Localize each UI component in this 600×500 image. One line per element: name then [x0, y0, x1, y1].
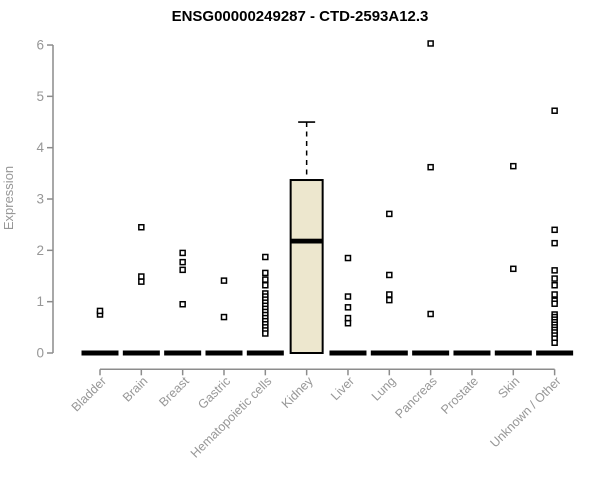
- zero-median-bar: [81, 350, 119, 356]
- x-tick-label: Breast: [156, 374, 192, 410]
- outlier-point: [96, 307, 104, 315]
- zero-median-bar: [164, 350, 202, 356]
- outlier-point: [427, 310, 434, 318]
- outlier-point: [138, 223, 145, 231]
- x-tick-label: Brain: [120, 374, 151, 405]
- outlier-point: [427, 163, 434, 171]
- y-axis-label: Expression: [1, 166, 16, 230]
- zero-median-bar: [329, 350, 367, 356]
- x-tick-label: Liver: [328, 374, 357, 403]
- x-tick-label: Hematopoietic cells: [188, 374, 275, 461]
- median-line: [290, 238, 323, 244]
- outlier-point: [220, 277, 228, 284]
- x-tick-label: Kidney: [279, 374, 316, 411]
- outlier-point: [551, 275, 558, 282]
- y-tick-label: 5: [36, 89, 44, 104]
- y-tick-label: 4: [36, 140, 44, 155]
- y-tick-label: 0: [36, 346, 44, 361]
- outlier-point: [262, 253, 269, 261]
- zero-median-bar: [370, 350, 408, 356]
- outlier-point: [551, 107, 558, 114]
- chart-title: ENSG00000249287 - CTD-2593A12.3: [172, 8, 429, 25]
- outlier-point: [386, 210, 393, 218]
- zero-median-bar: [205, 350, 243, 356]
- x-tick-label: Gastric: [195, 374, 233, 412]
- box: [289, 179, 324, 354]
- outlier-point: [262, 276, 269, 283]
- outlier-point: [551, 239, 558, 247]
- outlier-point: [386, 271, 393, 279]
- y-tick-label: 3: [36, 192, 44, 207]
- outlier-point: [344, 319, 352, 327]
- x-tick-label: Lung: [369, 374, 399, 404]
- outlier-point: [510, 265, 517, 273]
- outlier-point: [262, 281, 269, 289]
- zero-median-bar: [246, 350, 284, 356]
- outlier-point: [179, 300, 186, 308]
- outlier-point: [138, 273, 145, 280]
- outlier-point: [138, 278, 145, 285]
- outlier-point: [510, 162, 517, 170]
- outlier-point: [551, 291, 558, 298]
- outlier-point: [262, 269, 269, 277]
- outlier-point: [551, 339, 558, 346]
- outlier-point: [551, 281, 558, 289]
- zero-median-bar: [412, 350, 450, 356]
- outlier-point: [551, 267, 558, 274]
- outlier-point: [551, 300, 558, 307]
- outlier-point: [386, 291, 393, 298]
- zero-median-bar: [494, 350, 532, 356]
- x-tick-label: Pancreas: [393, 374, 440, 421]
- outlier-point: [551, 226, 558, 234]
- outlier-point: [344, 293, 352, 300]
- zero-median-bar: [453, 350, 491, 356]
- x-tick-label: Prostate: [438, 374, 481, 417]
- outlier-point: [427, 40, 434, 47]
- outlier-point: [344, 254, 352, 262]
- outlier-point: [262, 330, 269, 337]
- outlier-point: [344, 304, 352, 311]
- outlier-point: [344, 314, 352, 322]
- y-tick-label: 1: [36, 294, 44, 309]
- x-tick-label: Unknown / Other: [488, 374, 564, 450]
- outlier-point: [220, 313, 228, 321]
- outlier-point: [386, 296, 393, 304]
- y-tick-label: 2: [36, 243, 44, 258]
- zero-median-bar: [122, 350, 160, 356]
- outlier-point: [179, 258, 186, 266]
- x-tick-label: Bladder: [69, 374, 109, 414]
- outlier-point: [179, 266, 186, 274]
- y-tick-label: 6: [36, 38, 44, 53]
- outlier-point: [179, 249, 186, 257]
- zero-median-bar: [536, 350, 574, 356]
- x-tick-label: Skin: [495, 374, 522, 401]
